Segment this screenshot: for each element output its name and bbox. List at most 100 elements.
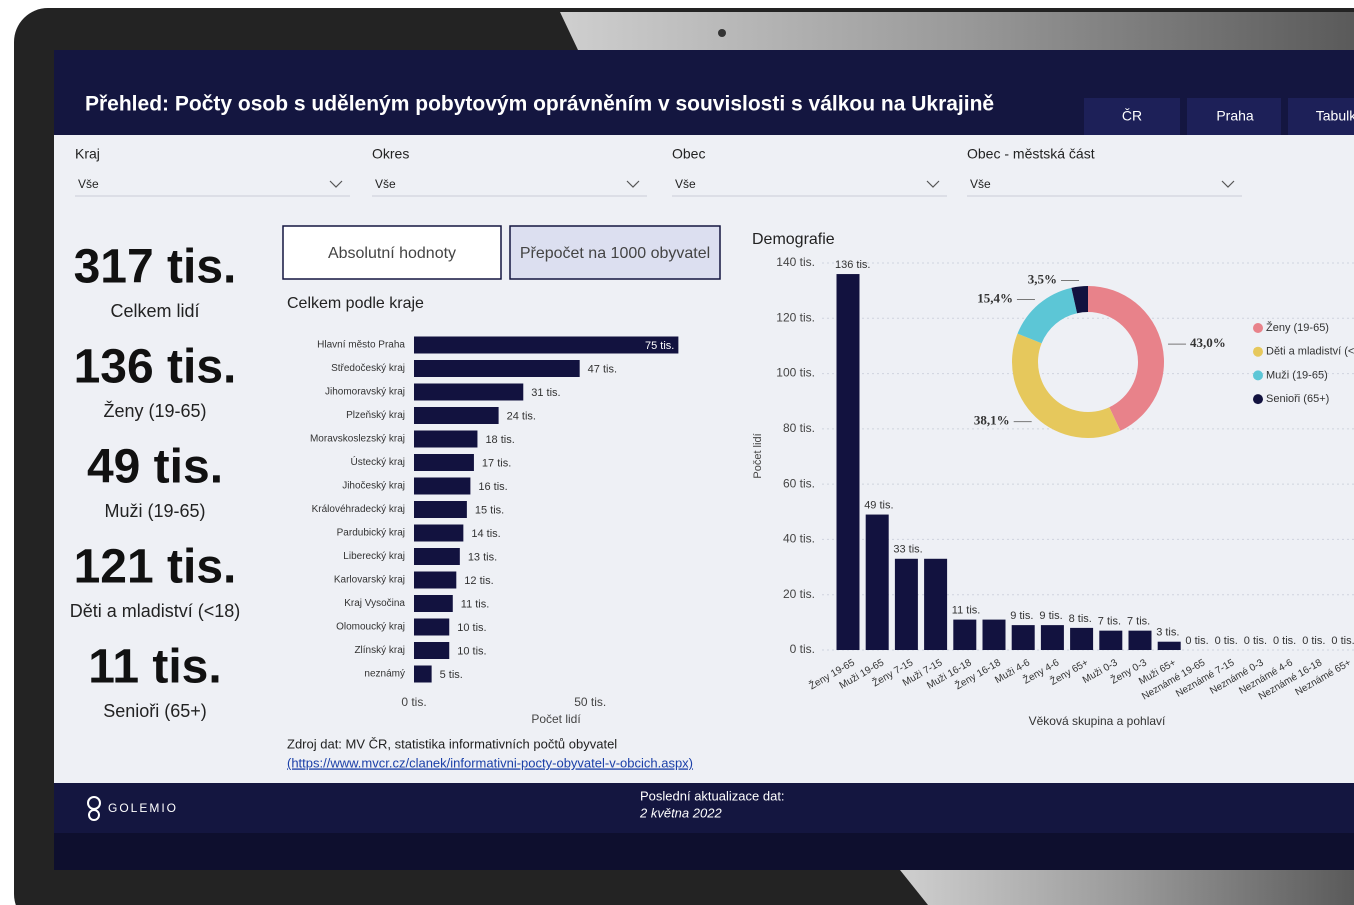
value-label: 18 tis. <box>485 434 514 446</box>
kpi-label: Muži (19-65) <box>104 501 205 521</box>
filter-value: Vše <box>78 177 99 191</box>
chart-title: Demografie <box>752 231 835 248</box>
bar <box>414 454 474 471</box>
category-label: Karlovarský kraj <box>334 575 405 586</box>
bar <box>1099 630 1123 650</box>
bar <box>414 501 467 518</box>
footer-bar <box>54 783 1354 833</box>
toggle-button[interactable] <box>282 225 502 280</box>
category-label: neznámý <box>364 669 405 680</box>
filter-label: Obec - městská část <box>967 146 1095 162</box>
bar <box>953 619 977 650</box>
filter-value: Vše <box>675 177 696 191</box>
value-label: 31 tis. <box>531 387 560 399</box>
value-label: 13 tis. <box>468 551 497 563</box>
kpi-value: 49 tis. <box>87 441 223 494</box>
value-label: 0 tis. <box>1244 635 1267 647</box>
value-label: 0 tis. <box>1331 635 1354 647</box>
value-label: 7 tis. <box>1127 616 1150 628</box>
bar <box>865 514 889 650</box>
tab-label: Tabulk <box>1316 108 1354 124</box>
dropdown-chevron <box>926 180 940 188</box>
toggle-button[interactable] <box>509 225 721 280</box>
kpi-label: Senioři (65+) <box>103 701 207 721</box>
donut-slice <box>1088 286 1164 431</box>
filter-value: Vše <box>970 177 991 191</box>
value-label: 0 tis. <box>1215 635 1238 647</box>
y-tick-label: 40 tis. <box>783 532 815 546</box>
bar <box>836 274 860 650</box>
filter-label: Kraj <box>75 146 100 162</box>
legend-marker <box>1253 394 1263 405</box>
screen <box>54 50 1354 870</box>
value-label: 14 tis. <box>471 528 500 540</box>
category-label: Jihočeský kraj <box>342 481 405 492</box>
kpi-value: 136 tis. <box>74 341 237 394</box>
legend-marker <box>1253 346 1263 357</box>
bezel-highlight <box>560 12 1354 50</box>
toggle-label: Přepočet na 1000 obyvatel <box>520 245 710 262</box>
tab-button[interactable] <box>1084 98 1180 135</box>
bezel-highlight-bottom <box>900 870 1354 905</box>
y-tick-label: 140 tis. <box>776 255 815 269</box>
source-link[interactable]: (https://www.mvcr.cz/clanek/informativni… <box>287 755 693 770</box>
bar <box>1157 641 1181 650</box>
category-label: Jihomoravský kraj <box>325 387 405 398</box>
value-label: 49 tis. <box>864 499 893 511</box>
value-label: 12 tis. <box>464 575 493 587</box>
value-label: 16 tis. <box>478 481 507 493</box>
y-tick-label: 60 tis. <box>783 476 815 490</box>
donut-slice <box>1012 333 1121 439</box>
filter-value: Vše <box>375 177 396 191</box>
value-label: 9 tis. <box>1039 610 1062 622</box>
slice-label: 3,5% <box>1028 271 1057 286</box>
dropdown-chevron <box>329 180 343 188</box>
bar <box>414 524 464 542</box>
legend-marker <box>1253 323 1263 333</box>
value-label: 3 tis. <box>1156 627 1179 639</box>
page-title: Přehled: Počty osob s uděleným pobytovým… <box>85 93 994 116</box>
x-axis-label: Počet lidí <box>531 712 581 726</box>
y-tick-label: 0 tis. <box>790 642 815 656</box>
tab-button[interactable] <box>1187 98 1281 135</box>
category-label: Hlavní město Praha <box>317 340 405 351</box>
tab-label: Praha <box>1216 108 1254 124</box>
brand-logo <box>87 796 101 821</box>
legend-label: Ženy (19-65) <box>1266 321 1329 334</box>
value-label: 33 tis. <box>893 544 922 556</box>
x-tick-label: 50 tis. <box>574 695 606 709</box>
bar <box>414 548 460 565</box>
kpi-value: 317 tis. <box>74 241 237 294</box>
value-label: 10 tis. <box>457 622 486 634</box>
value-label: 10 tis. <box>457 645 486 657</box>
update-date: 2 května 2022 <box>639 805 722 820</box>
y-tick-label: 100 tis. <box>776 366 815 380</box>
bar <box>414 665 432 683</box>
legend-label: Muži (19-65) <box>1266 369 1328 381</box>
category-label: Zlínský kraj <box>354 645 405 656</box>
value-label: 47 tis. <box>588 363 617 375</box>
category-label: Kraj Vysočina <box>344 598 405 609</box>
bar <box>1128 630 1152 650</box>
tab-button[interactable] <box>1288 98 1354 135</box>
slice-label: 38,1% <box>974 413 1010 428</box>
filter-label: Obec <box>672 146 705 162</box>
update-label: Poslední aktualizace dat: <box>640 788 785 803</box>
bar <box>414 336 679 354</box>
bar <box>982 619 1006 650</box>
filter-label: Okres <box>372 146 409 162</box>
slice-label: 15,4% <box>977 290 1013 305</box>
tab-label: ČR <box>1122 108 1142 124</box>
bar <box>1011 625 1035 650</box>
legend-marker <box>1253 370 1263 381</box>
value-label: 11 tis. <box>461 598 490 610</box>
value-label: 24 tis. <box>507 410 536 422</box>
bar <box>414 430 478 448</box>
bar <box>894 558 918 650</box>
category-label: Ústecký kraj <box>351 455 405 468</box>
bar <box>924 558 948 650</box>
value-label: 136 tis. <box>835 259 870 271</box>
